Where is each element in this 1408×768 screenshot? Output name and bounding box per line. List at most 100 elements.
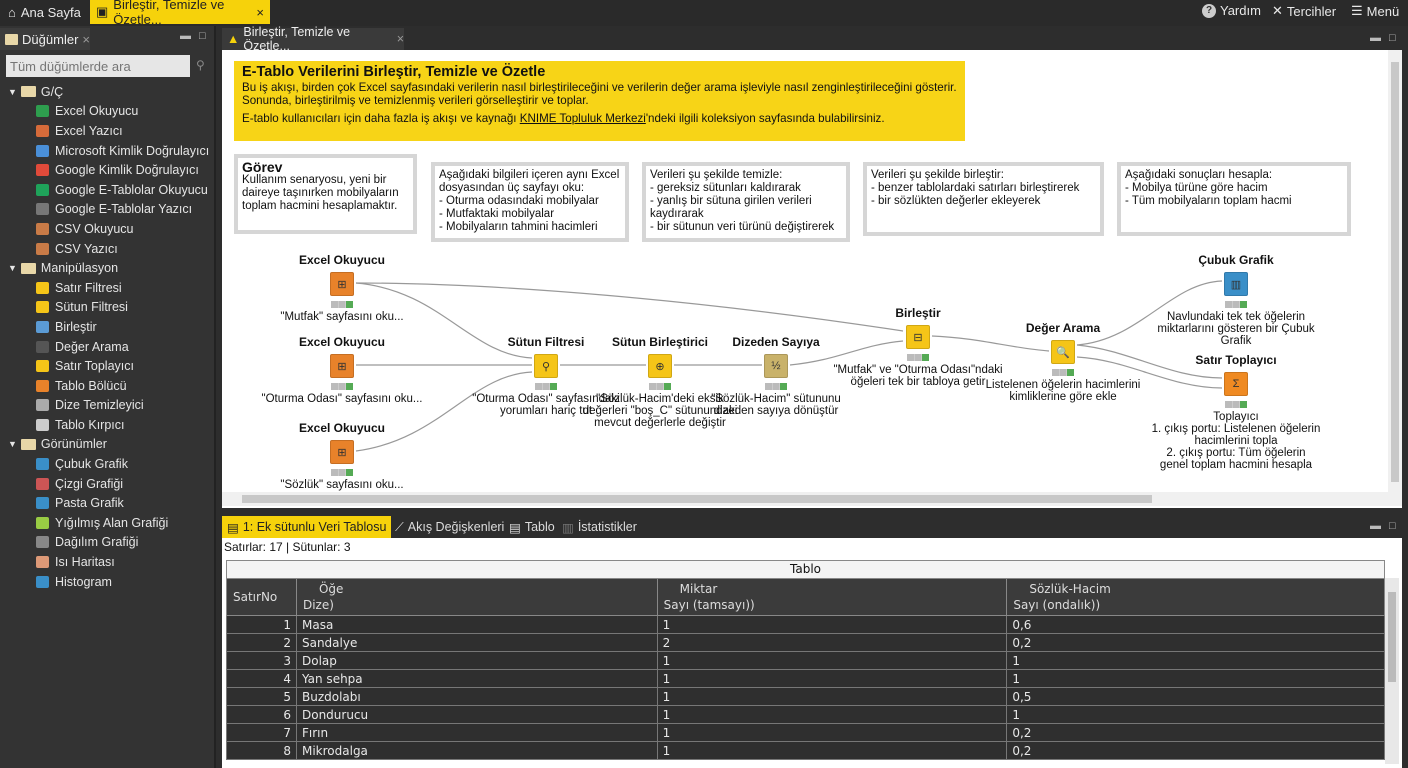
table-row[interactable]: 5 Buzdolabı 1 0,5 (226, 687, 1385, 706)
row-column-count: Satırlar: 17 | Sütunlar: 3 (224, 540, 351, 554)
horizontal-scrollbar[interactable] (222, 492, 1388, 506)
tab-data-table[interactable]: ▤ 1: Ek sütunlu Veri Tablosu (222, 516, 392, 538)
note-title: Görev (242, 159, 283, 175)
table-cell: 8 (226, 741, 297, 760)
node-repo-item[interactable]: Pasta Grafik (0, 493, 214, 513)
maximize-icon[interactable]: □ (1389, 520, 1396, 532)
node-search-input[interactable] (6, 55, 190, 77)
node-repo-item[interactable]: Sütun Filtresi (0, 298, 214, 318)
node-repo-item[interactable]: Tablo Kırpıcı (0, 415, 214, 435)
preferences-button[interactable]: ✕ Tercihler (1272, 3, 1337, 19)
node-icon (36, 418, 49, 431)
workflow-node[interactable]: Değer Arama 🔍 Listelenen öğelerin hacimler… (978, 321, 1148, 403)
workflow-node[interactable]: Satır Toplayıcı Σ Toplayıcı 1. çıkış portu… (1151, 353, 1321, 471)
maximize-icon[interactable]: □ (199, 30, 206, 42)
column-header[interactable]: Öğe Dize) (295, 578, 658, 616)
node-status-indicator (1052, 369, 1074, 376)
node-description: Toplayıcı 1. çıkış portu: Listelenen öğe… (1151, 411, 1321, 471)
node-label: Yığılmış Alan Grafiği (55, 515, 169, 530)
node-repo-item[interactable]: CSV Okuyucu (0, 219, 214, 239)
node-repo-item[interactable]: Çizgi Grafiği (0, 474, 214, 494)
tab-table[interactable]: ▤ Tablo (509, 520, 555, 535)
node-repo-item[interactable]: Excel Yazıcı (0, 121, 214, 141)
editor-tab[interactable]: ▲ Birleştir, Temizle ve Özetle... × (222, 25, 404, 53)
node-repo-item[interactable]: Microsoft Kimlik Doğrulayıcı (0, 141, 214, 161)
vertical-scrollbar[interactable] (1388, 50, 1402, 506)
workflow-node[interactable]: Sütun Birleştirici ⊕ "Sözlük-Hacim'deki ek… (575, 335, 745, 429)
node-label: Google E-Tablolar Okuyucu (55, 182, 208, 197)
workflow-node[interactable]: Dizeden Sayıya ½ "Sözlük-Hacim" sütununu d… (691, 335, 861, 417)
table-row[interactable]: 1 Masa 1 0,6 (226, 615, 1385, 634)
node-repo-item[interactable]: Çubuk Grafik (0, 454, 214, 474)
table-row[interactable]: 6 Dondurucu 1 1 (226, 705, 1385, 724)
node-label: Sütun Filtresi (55, 300, 128, 315)
home-tab[interactable]: ⌂ Ana Sayfa (8, 4, 81, 20)
column-header[interactable]: SatırNo (226, 578, 297, 616)
node-repo-item[interactable]: Dize Temizleyici (0, 396, 214, 416)
node-repo-item[interactable]: Google E-Tablolar Okuyucu (0, 180, 214, 200)
node-repo-item[interactable]: Google Kimlik Doğrulayıcı (0, 160, 214, 180)
tab-flow-variables[interactable]: ⟋ Akış Değişkenleri (395, 519, 505, 535)
table-icon: ▤ (509, 520, 521, 535)
tab-statistics[interactable]: ▥ İstatistikler (562, 520, 637, 535)
close-icon[interactable]: × (396, 32, 404, 46)
table-cell: 0,2 (1006, 723, 1385, 742)
table-row[interactable]: 3 Dolap 1 1 (226, 651, 1385, 670)
community-hub-link[interactable]: KNIME Topluluk Merkezi (519, 112, 646, 125)
table-row[interactable]: 8 Mikrodalga 1 0,2 (226, 741, 1385, 760)
table-row[interactable]: 2 Sandalye 2 0,2 (226, 633, 1385, 652)
node-icon: ⊞ (330, 354, 354, 378)
expand-arrow-icon[interactable]: ▼ (8, 439, 17, 450)
menu-button[interactable]: ☰ Menü (1351, 3, 1400, 19)
node-repo-item[interactable]: Yığılmış Alan Grafiği (0, 513, 214, 533)
table-row[interactable]: 7 Fırın 1 0,2 (226, 723, 1385, 742)
node-status-indicator (907, 354, 929, 361)
node-repo-item[interactable]: Excel Okuyucu (0, 102, 214, 122)
expand-arrow-icon[interactable]: ▼ (8, 263, 17, 274)
column-header[interactable]: Miktar Sayı (tamsayı)) (656, 578, 1008, 616)
table-cell: Yan sehpa (295, 669, 658, 688)
node-repo-item[interactable]: Satır Toplayıcı (0, 356, 214, 376)
help-button[interactable]: ? Yardım (1202, 3, 1261, 18)
workflow-node[interactable]: Excel Okuyucu ⊞ "Mutfak" sayfasını oku... (257, 253, 427, 323)
category-label: G/Ç (40, 84, 64, 99)
category-label: Manipülasyon (40, 261, 119, 276)
banner-text: E-tablo kullanıcıları için daha fazla iş… (242, 112, 520, 125)
workflow-node[interactable]: Birleştir ⊟ "Mutfak" ve "Oturma Odası"ndak… (833, 306, 1003, 388)
node-repo-item[interactable]: Değer Arama (0, 337, 214, 357)
category-2[interactable]: ▼ Görünümler (0, 435, 214, 455)
category-0[interactable]: ▼ G/Ç (0, 82, 214, 102)
workflow-tab[interactable]: ▣ Birleştir, Temizle ve Özetle... × (90, 0, 270, 27)
workflow-node[interactable]: Excel Okuyucu ⊞ "Sözlük" sayfasını oku... (257, 421, 427, 491)
nodes-panel-tab[interactable]: Düğümler × (0, 28, 90, 50)
minimize-icon[interactable]: ▬ (1370, 520, 1381, 532)
table-scrollbar[interactable] (1385, 578, 1399, 764)
category-1[interactable]: ▼ Manipülasyon (0, 258, 214, 278)
search-icon[interactable]: ⚲ (196, 58, 205, 72)
workflow-node[interactable]: Excel Okuyucu ⊞ "Oturma Odası" sayfasını o… (257, 335, 427, 405)
table-row[interactable]: 4 Yan sehpa 1 1 (226, 669, 1385, 688)
node-icon: ⊟ (906, 325, 930, 349)
node-repo-item[interactable]: Birleştir (0, 317, 214, 337)
close-icon[interactable]: × (256, 4, 264, 20)
workflow-node[interactable]: Çubuk Grafik ▥ Navlundaki tek tek öğelerin… (1151, 253, 1321, 347)
maximize-icon[interactable]: □ (1389, 32, 1396, 44)
node-repo-item[interactable]: Histogram (0, 572, 214, 592)
minimize-icon[interactable]: ▬ (180, 30, 191, 42)
node-repo-item[interactable]: Tablo Bölücü (0, 376, 214, 396)
node-icon (36, 536, 49, 549)
node-repo-item[interactable]: CSV Yazıcı (0, 239, 214, 259)
node-repo-item[interactable]: Isı Haritası (0, 552, 214, 572)
close-icon[interactable]: × (82, 31, 90, 47)
node-repo-item[interactable]: Dağılım Grafiği (0, 533, 214, 553)
expand-arrow-icon[interactable]: ▼ (8, 86, 17, 97)
node-label: Çizgi Grafiği (55, 476, 124, 491)
folder-icon (20, 262, 36, 274)
column-header[interactable]: Sözlük-Hacim Sayı (ondalık)) (1006, 578, 1385, 616)
node-repo-item[interactable]: Satır Filtresi (0, 278, 214, 298)
table-cell: Masa (295, 615, 658, 634)
workflow-node[interactable]: Sütun Filtresi ⚲ "Oturma Odası" sayfasında… (461, 335, 631, 417)
minimize-icon[interactable]: ▬ (1370, 32, 1381, 44)
node-repo-item[interactable]: Google E-Tablolar Yazıcı (0, 200, 214, 220)
banner-title: E-Tablo Verilerini Birleştir, Temizle ve… (242, 64, 546, 80)
